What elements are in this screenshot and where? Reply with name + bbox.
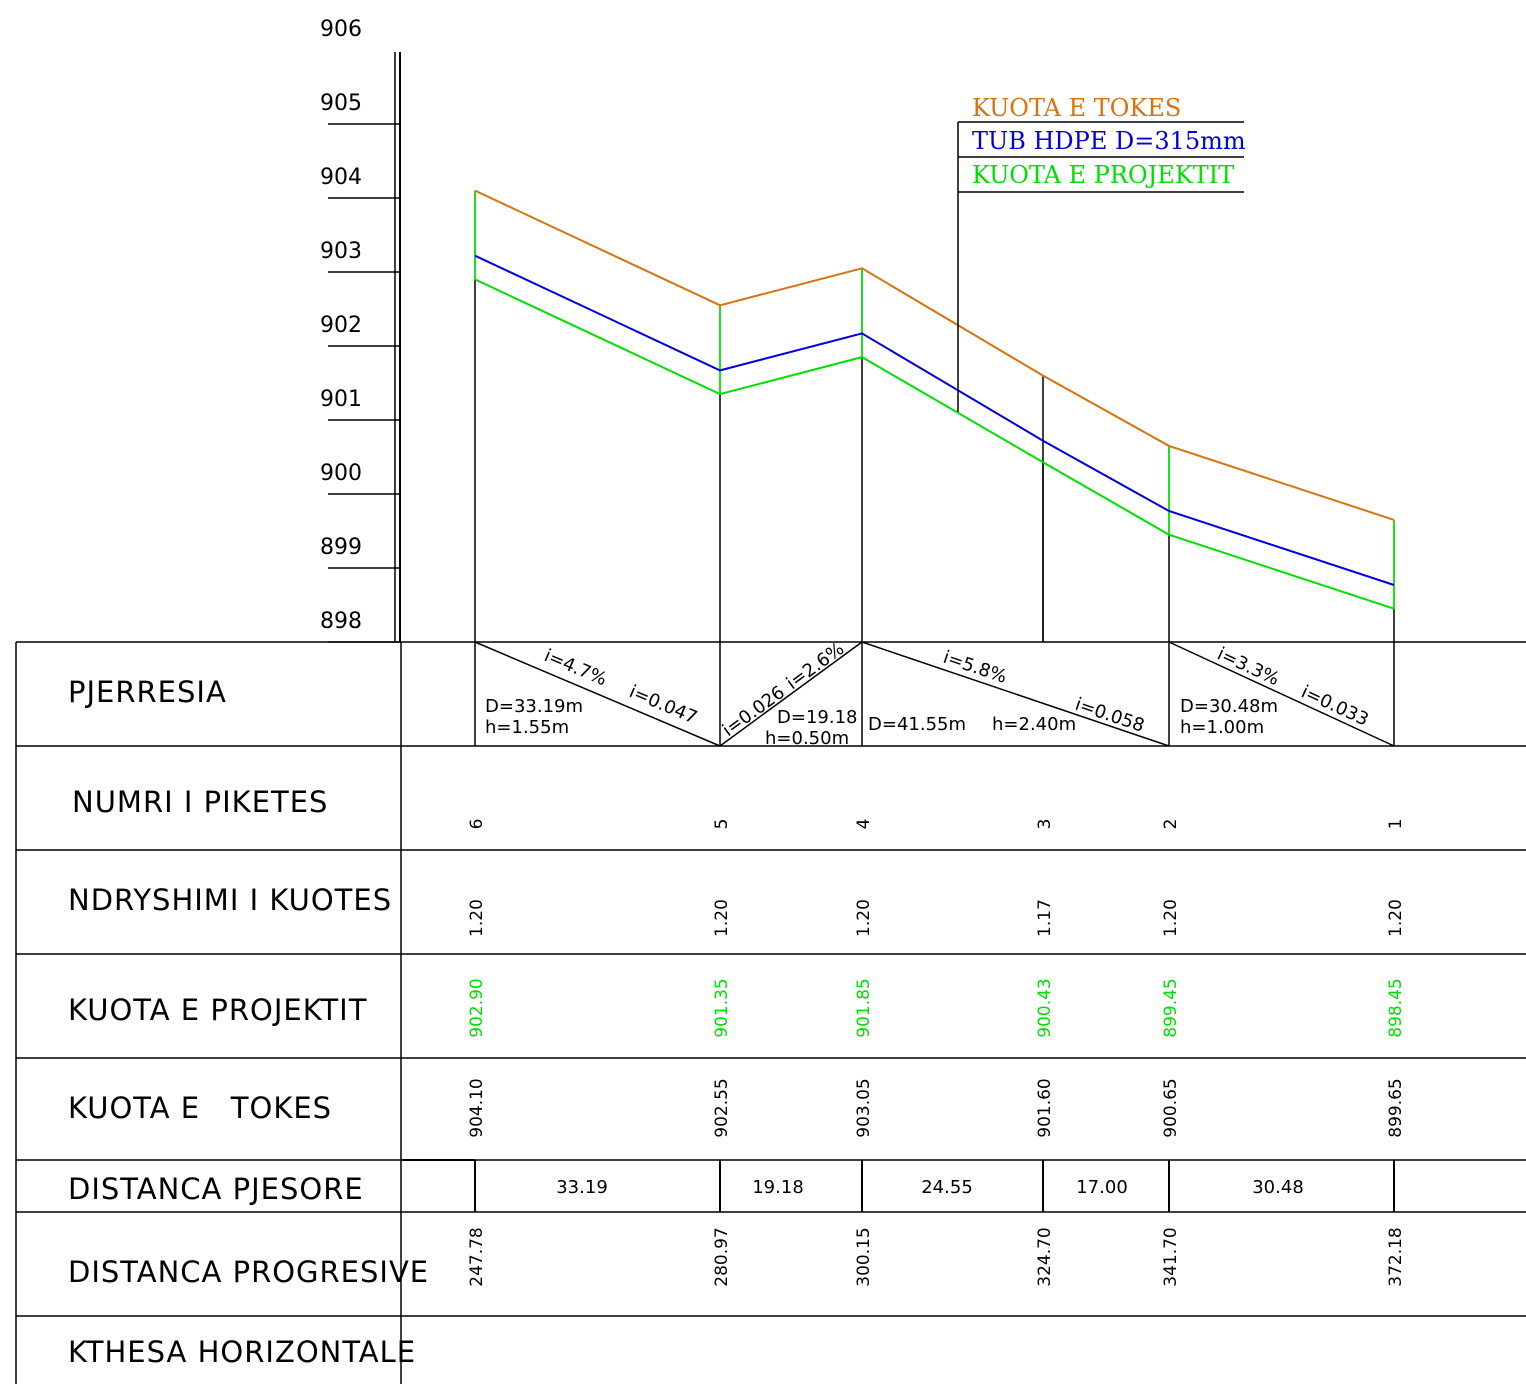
series-project-line	[474, 278, 1395, 610]
row-label-slope: PJERRESIA	[68, 675, 227, 709]
elevation-diff: 1.20	[712, 899, 732, 937]
slope-4-height: h=1.00m	[1180, 717, 1264, 738]
station-number: 5	[712, 819, 732, 830]
slope-2-height: h=0.50m	[765, 728, 849, 749]
legend-ground-label: KUOTA E TOKES	[972, 94, 1181, 122]
series-pipe-line	[474, 254, 1395, 586]
slope-4-pct: i=3.3%	[1214, 643, 1283, 690]
progressive-distance: 372.18	[1386, 1227, 1406, 1286]
project-elevation: 898.45	[1386, 978, 1406, 1037]
partial-distance-row: 33.19 19.18 24.55 17.00 30.48	[401, 1159, 1395, 1212]
row-labels: PJERRESIA NUMRI I PIKETES NDRYSHIMI I KU…	[68, 675, 429, 1369]
table-grid	[15, 641, 1526, 1384]
legend: KUOTA E TOKES TUB HDPE D=315mm KUOTA E P…	[957, 94, 1246, 412]
progressive-distance: 280.97	[712, 1227, 732, 1286]
axis-tick-label: 898	[320, 609, 362, 634]
slope-3-height: h=2.40m	[992, 714, 1076, 735]
row-label-ground: KUOTA E TOKES	[68, 1091, 332, 1125]
ground-elevation: 899.65	[1386, 1078, 1406, 1137]
project-elevation: 902.90	[467, 978, 487, 1037]
partial-distance-1: 33.19	[556, 1177, 608, 1198]
elevation-diff: 1.17	[1035, 899, 1055, 937]
slope-row: i=4.7% i=0.047 D=33.19m h=1.55m i=0.026 …	[474, 638, 1395, 749]
station-number: 1	[1386, 819, 1406, 830]
slope-3-pct: i=5.8%	[940, 647, 1009, 688]
legend-project-label: KUOTA E PROJEKTIT	[972, 161, 1234, 189]
slope-diagonal-4	[1168, 641, 1395, 747]
station-number: 6	[467, 819, 487, 830]
slope-1-pct: i=4.7%	[541, 645, 610, 690]
slope-1-distance: D=33.19m	[485, 696, 583, 717]
progressive-distance: 324.70	[1035, 1227, 1055, 1286]
progressive-distance: 247.78	[467, 1227, 487, 1286]
station-columns: 6 5 4 3 2 1 1.20 1.20 1.20 1.17 1.20 1.20 902.90 901.…	[467, 819, 1406, 1287]
progressive-distance: 300.15	[854, 1227, 874, 1286]
elevation-diff: 1.20	[467, 899, 487, 937]
partial-distance-3: 24.55	[921, 1177, 973, 1198]
progressive-distance: 341.70	[1161, 1227, 1181, 1286]
ground-elevation: 900.65	[1161, 1078, 1181, 1137]
station-number: 3	[1035, 819, 1055, 830]
row-label-curve: KTHESA HORIZONTALE	[68, 1335, 416, 1369]
project-elevation: 899.45	[1161, 978, 1181, 1037]
elevation-diff: 1.20	[1161, 899, 1181, 937]
axis-tick-label: 903	[320, 239, 362, 264]
axis-tick-label: 906	[320, 17, 362, 42]
series-ground-line	[474, 189, 1395, 521]
axis-tick-label: 905	[320, 91, 362, 116]
partial-distance-2: 19.18	[752, 1177, 804, 1198]
row-label-progressive: DISTANCA PROGRESIVE	[68, 1255, 429, 1289]
elevation-diff: 1.20	[1386, 899, 1406, 937]
row-label-project: KUOTA E PROJEKTIT	[68, 993, 367, 1027]
project-elevation: 901.35	[712, 978, 732, 1037]
axis-tick-label: 901	[320, 387, 362, 412]
project-elevation: 900.43	[1035, 978, 1055, 1037]
legend-pipe-label: TUB HDPE D=315mm	[972, 127, 1246, 155]
slope-3-distance: D=41.55m	[868, 714, 966, 735]
axis-tick-label: 900	[320, 461, 362, 486]
station-number: 4	[854, 819, 874, 830]
ground-elevation: 903.05	[854, 1078, 874, 1137]
axis-ticks: 906 905 904 903 902 901 900 899 898	[320, 17, 400, 643]
ground-elevation: 904.10	[467, 1078, 487, 1137]
partial-distance-5: 30.48	[1252, 1177, 1304, 1198]
slope-1-height: h=1.55m	[485, 717, 569, 738]
axis-tick-label: 902	[320, 313, 362, 338]
slope-3-frac: i=0.058	[1072, 694, 1147, 737]
slope-diagonal-1	[474, 641, 721, 747]
station-number: 2	[1161, 819, 1181, 830]
partial-distance-4: 17.00	[1076, 1177, 1128, 1198]
elevation-diff: 1.20	[854, 899, 874, 937]
row-label-diff: NDRYSHIMI I KUOTES	[68, 883, 392, 917]
slope-diagonal-2	[719, 641, 863, 747]
row-label-station: NUMRI I PIKETES	[72, 785, 328, 819]
axis-tick-label: 899	[320, 535, 362, 560]
slope-2-distance: D=19.18	[777, 707, 857, 728]
profile-lines	[474, 189, 1395, 642]
row-label-partial: DISTANCA PJESORE	[68, 1172, 364, 1206]
slope-diagonal-3	[861, 641, 1170, 747]
axis-tick-label: 904	[320, 165, 362, 190]
elevation-axis: 906 905 904 903 902 901 900 899 898	[320, 17, 401, 643]
ground-elevation: 901.60	[1035, 1078, 1055, 1137]
slope-2-pct: i=2.6%	[783, 638, 849, 694]
slope-4-distance: D=30.48m	[1180, 696, 1278, 717]
ground-elevation: 902.55	[712, 1078, 732, 1137]
project-elevation: 901.85	[854, 978, 874, 1037]
